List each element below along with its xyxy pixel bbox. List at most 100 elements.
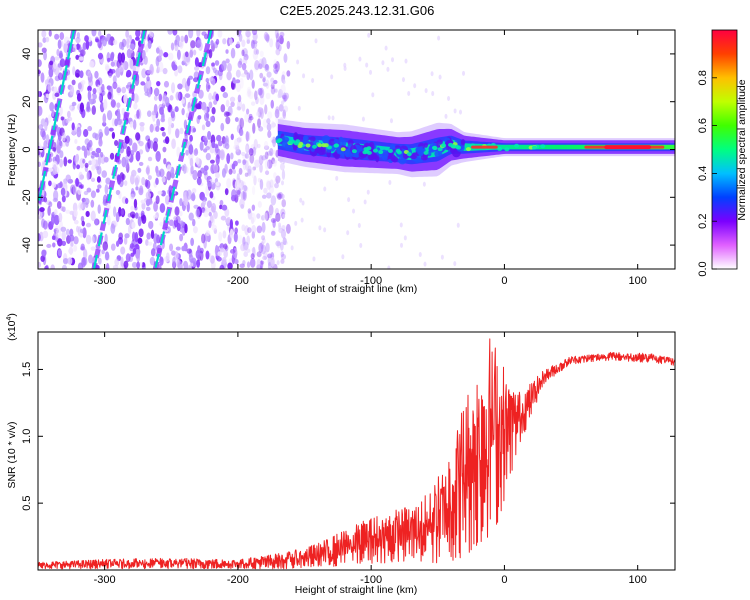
noise-speckle — [163, 94, 167, 100]
noise-speckle — [341, 254, 345, 260]
noise-speckle — [88, 79, 94, 87]
noise-speckle — [171, 112, 176, 122]
noise-speckle — [161, 176, 166, 183]
noise-speckle — [259, 87, 265, 99]
noise-speckle — [141, 262, 146, 268]
noise-speckle — [101, 35, 107, 47]
noise-speckle — [391, 57, 395, 63]
band-blob — [504, 147, 510, 152]
spectrogram-y-ticks: -40 -20 0 20 40 — [21, 48, 675, 253]
noise-speckle — [217, 30, 223, 38]
noise-speckle — [179, 210, 183, 217]
noise-speckle — [265, 79, 270, 89]
noise-speckle — [208, 48, 213, 59]
noise-speckle — [192, 127, 197, 133]
noise-speckle — [282, 109, 286, 119]
band-blob — [293, 141, 299, 146]
band-hot-segment — [604, 145, 652, 150]
noise-speckle — [225, 58, 230, 64]
noise-speckle — [91, 158, 97, 166]
noise-speckle — [216, 134, 222, 142]
noise-speckle — [258, 126, 264, 132]
noise-speckle — [363, 199, 367, 205]
noise-speckle — [80, 215, 85, 223]
noise-speckle — [260, 215, 266, 221]
noise-speckle — [38, 142, 41, 147]
noise-speckle — [282, 79, 286, 85]
noise-speckle — [130, 193, 135, 200]
band-blob — [351, 149, 357, 154]
band-blob — [389, 143, 396, 150]
noise-speckle — [163, 52, 169, 58]
noise-speckle — [75, 73, 80, 78]
noise-speckle — [242, 48, 248, 57]
noise-speckle — [294, 220, 298, 226]
noise-speckle — [365, 62, 369, 68]
noise-speckle — [108, 72, 113, 78]
noise-speckle — [223, 111, 230, 118]
noise-speckle — [135, 36, 140, 41]
noise-speckle — [49, 101, 55, 112]
noise-speckle — [158, 93, 163, 102]
noise-speckle — [91, 236, 95, 244]
noise-speckle — [264, 210, 270, 221]
noise-speckle — [346, 230, 350, 236]
noise-speckle — [174, 44, 179, 52]
noise-speckle — [61, 230, 66, 241]
noise-speckle — [49, 60, 54, 66]
noise-speckle — [403, 235, 407, 241]
band-blob — [321, 135, 331, 144]
noise-speckle — [137, 167, 142, 173]
noise-speckle — [56, 144, 61, 154]
noise-speckle — [239, 263, 245, 268]
noise-speckle — [168, 52, 174, 61]
noise-speckle — [112, 206, 117, 218]
noise-speckle — [79, 70, 84, 79]
noise-speckle — [266, 123, 272, 131]
noise-speckle — [117, 52, 123, 63]
snr-y-ticks: 0.5 1.0 1.5 — [21, 362, 675, 511]
noise-speckle — [121, 38, 127, 48]
noise-speckle — [386, 66, 390, 72]
noise-speckle — [71, 122, 75, 131]
colorbar-ticks: 0.0 0.2 0.4 0.6 0.8 — [697, 70, 717, 277]
noise-speckle — [240, 73, 247, 78]
noise-speckle — [159, 203, 166, 213]
noise-speckle — [275, 39, 280, 50]
noise-speckle — [239, 117, 245, 129]
noise-speckle — [207, 130, 212, 140]
band-blob — [342, 139, 347, 147]
noise-speckle — [241, 39, 246, 48]
noise-speckle — [167, 116, 172, 127]
noise-speckle — [83, 190, 89, 196]
noise-speckle — [38, 90, 41, 98]
noise-speckle — [188, 144, 194, 155]
noise-speckle — [267, 130, 272, 138]
noise-speckle — [156, 234, 161, 244]
noise-speckle — [270, 99, 274, 109]
noise-speckle — [160, 126, 165, 132]
noise-speckle — [237, 94, 242, 103]
noise-speckle — [141, 68, 147, 79]
noise-speckle — [57, 72, 63, 81]
noise-speckle — [279, 162, 285, 171]
band-blob — [297, 144, 303, 149]
noise-speckle — [80, 49, 86, 57]
noise-speckle — [194, 66, 200, 71]
noise-speckle — [129, 173, 135, 185]
noise-speckle — [193, 204, 199, 209]
noise-speckle — [110, 223, 116, 234]
noise-speckle — [280, 251, 285, 258]
noise-speckle — [96, 84, 101, 94]
noise-speckle — [281, 193, 285, 200]
noise-speckle — [244, 69, 248, 75]
noise-speckle — [44, 121, 48, 132]
noise-speckle — [323, 186, 327, 192]
noise-speckle — [252, 40, 258, 45]
noise-speckle — [254, 59, 260, 71]
noise-speckle — [189, 49, 194, 58]
noise-speckle — [240, 243, 246, 252]
noise-speckle — [153, 201, 158, 212]
noise-speckle — [264, 170, 270, 176]
noise-speckle — [263, 145, 270, 151]
